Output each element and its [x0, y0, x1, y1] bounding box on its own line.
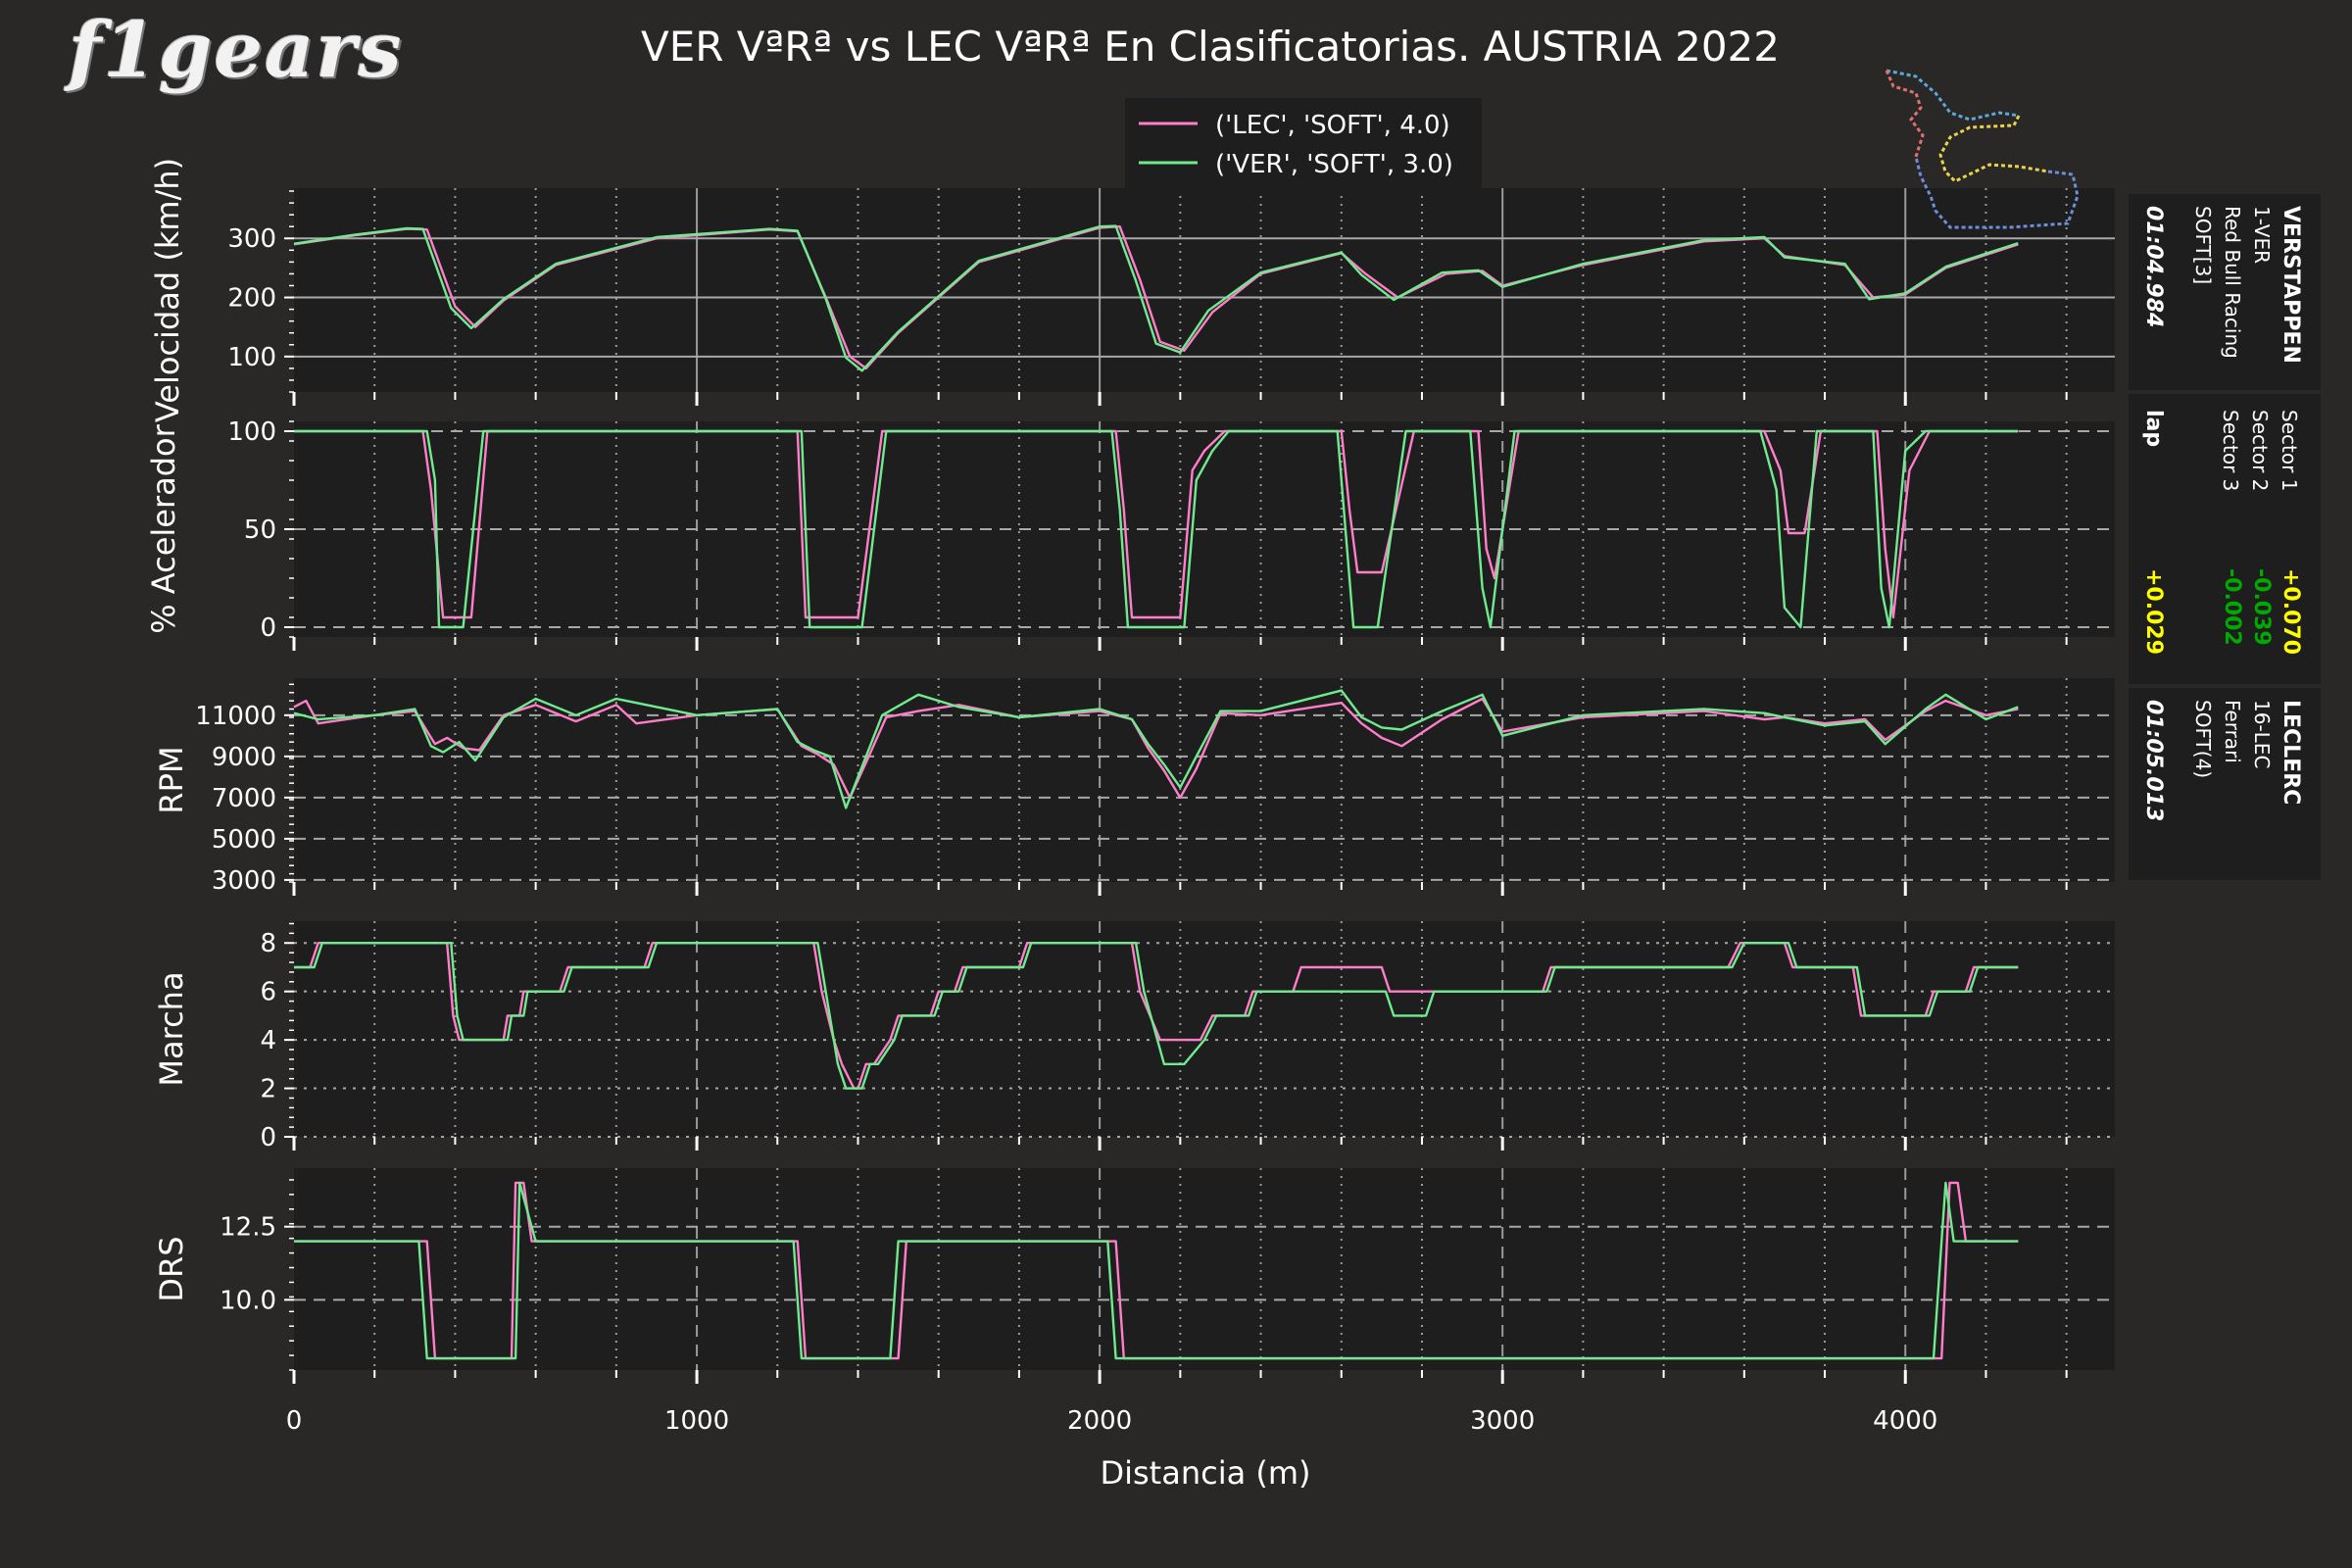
panel-2-ytick-label: 3000	[212, 866, 276, 896]
panel-3-background	[294, 921, 2115, 1137]
legend-box	[1125, 98, 1482, 190]
x-tick-label: 0	[286, 1406, 303, 1436]
panel-4-ytick-label: 12.5	[220, 1213, 276, 1243]
driver-code-ver: 1-VER	[2250, 206, 2274, 264]
track-map	[1885, 69, 2080, 229]
panel-4-ylabel: DRS	[153, 1236, 190, 1301]
panel-2-ylabel: RPM	[153, 746, 190, 813]
panel-1-ytick-label: 50	[244, 515, 276, 545]
panel-1-ylabel: % Acelerador	[145, 423, 182, 633]
panel-2-series-lec	[293, 697, 2019, 800]
panel-4-series-ver	[294, 1181, 2019, 1360]
panel-1-series-ver	[294, 429, 2019, 629]
panel-1-ytick-label: 0	[260, 613, 276, 643]
panel-3-series-lec	[294, 942, 2019, 1090]
legend-label-ver: ('VER', 'SOFT', 3.0)	[1215, 150, 1453, 179]
x-tick-label: 2000	[1067, 1406, 1132, 1436]
panel-3-ytick-label: 0	[260, 1123, 276, 1152]
panel-4-background	[294, 1168, 2115, 1370]
panel-2-ytick-label: 9000	[212, 743, 276, 772]
panel-0-series-ver	[293, 224, 2019, 372]
panel-3-ytick-label: 6	[260, 978, 276, 1007]
tyre-lec: SOFT(4)	[2191, 700, 2215, 779]
tyre-ver: SOFT[3]	[2191, 206, 2215, 285]
track-map-sector-2	[1938, 115, 2049, 183]
panel-0-ytick-label: 100	[227, 343, 276, 372]
x-tick-label: 1000	[664, 1406, 729, 1436]
laptime-ver: 01:04.984	[2141, 206, 2166, 328]
panel-0-ytick-label: 200	[227, 284, 276, 314]
panel-2-series-ver	[293, 689, 2019, 809]
laptime-lec: 01:05.013	[2141, 700, 2166, 822]
panel-2-ytick-label: 7000	[212, 784, 276, 813]
legend-label-lec: ('LEC', 'SOFT', 4.0)	[1215, 111, 1450, 140]
team-ver: Red Bull Racing	[2221, 206, 2244, 359]
x-tick-label: 4000	[1873, 1406, 1937, 1436]
panel-3-ytick-label: 2	[260, 1075, 276, 1104]
info-panel-verstappen: VERSTAPPEN 1-VER Red Bull Racing SOFT[3]…	[2129, 194, 2321, 390]
panel-3: 0 2 4 6 8 Marcha	[153, 921, 2115, 1152]
x-axis-label: Distancia (m)	[1100, 1454, 1310, 1492]
panel-4-ytick-label: 10.0	[220, 1286, 276, 1315]
panel-1: 0 50 100 % Acelerador	[145, 417, 2115, 651]
track-map-sector-3	[1914, 156, 2080, 229]
lap-delta: +0.029	[2141, 568, 2166, 656]
panel-0-ytick-label: 300	[227, 224, 276, 254]
panel-3-ylabel: Marcha	[153, 971, 190, 1086]
panel-2-ytick-label: 5000	[212, 825, 276, 855]
legend: ('LEC', 'SOFT', 4.0) ('VER', 'SOFT', 3.0…	[1125, 98, 1482, 190]
panel-2-background	[294, 678, 2115, 882]
track-map-sector-4	[1885, 70, 1925, 158]
sector3-delta: -0.002	[2220, 568, 2244, 646]
sector3-label: Sector 3	[2219, 410, 2242, 492]
sector1-label: Sector 1	[2278, 410, 2301, 492]
driver-name-ver: VERSTAPPEN	[2278, 206, 2303, 364]
x-tick-label: 3000	[1470, 1406, 1535, 1436]
panel-3-ytick-label: 4	[260, 1026, 276, 1055]
panel-0: 100 200 300 Velocidad (km/h)	[149, 158, 2115, 422]
panel-3-series-ver	[294, 942, 2019, 1090]
sector2-label: Sector 2	[2248, 410, 2272, 492]
panel-2-ytick-label: 11000	[195, 702, 276, 731]
lap-label: lap	[2141, 410, 2166, 448]
panel-0-ylabel: Velocidad (km/h)	[149, 158, 186, 422]
sector2-delta: -0.039	[2249, 568, 2274, 646]
panel-4: 10.0 12.5 DRS	[153, 1168, 2115, 1384]
sector1-delta: +0.070	[2278, 568, 2303, 656]
team-lec: Ferrari	[2221, 700, 2244, 763]
f1gears-logo: f1gears	[69, 6, 404, 95]
info-panel-sectors: Sector 1 Sector 2 Sector 3 lap +0.070 -0…	[2129, 394, 2321, 684]
chart-title: VER VªRª vs LEC VªRª En Clasificatorias.…	[641, 23, 1780, 71]
panel-3-ytick-label: 8	[260, 929, 276, 958]
driver-name-lec: LECLERC	[2278, 700, 2303, 806]
driver-code-lec: 16-LEC	[2250, 700, 2274, 769]
track-map-sector-1	[1886, 69, 2020, 122]
panel-0-background	[294, 188, 2115, 392]
info-panel-leclerc: LECLERC 16-LEC Ferrari SOFT(4) 01:05.013	[2129, 688, 2321, 880]
panel-1-ytick-label: 100	[227, 417, 276, 447]
